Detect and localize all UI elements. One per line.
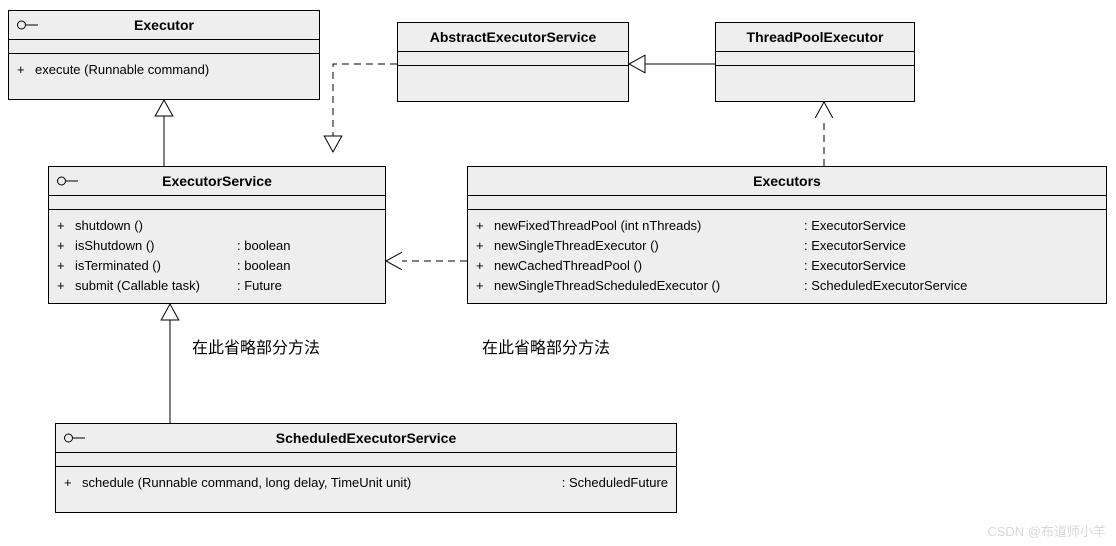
connector-execSvc-gen-exec [155,100,173,166]
method-signature: isShutdown () [75,236,237,256]
class-title-text: ScheduledExecutorService [276,430,457,446]
class-threadPoolExecutor: ThreadPoolExecutor [715,22,915,102]
method-signature: execute (Runnable command) [35,60,311,80]
method-signature: shutdown () [75,216,237,236]
method-row: +newSingleThreadExecutor (): ExecutorSer… [476,236,1098,256]
method-visibility: + [17,60,35,80]
class-attr-compartment [468,196,1106,210]
class-executors: Executors+newFixedThreadPool (int nThrea… [467,166,1107,304]
method-return: : ExecutorService [804,236,906,256]
method-signature: schedule (Runnable command, long delay, … [82,473,562,493]
method-row: +newSingleThreadScheduledExecutor (): Sc… [476,276,1098,296]
class-methods-compartment [716,66,914,94]
connector-sched-gen-execSvc [161,304,179,423]
class-title: AbstractExecutorService [398,23,628,52]
class-title-text: ExecutorService [162,173,272,189]
method-visibility: + [476,256,494,276]
method-signature: submit (Callable task) [75,276,237,296]
class-attr-compartment [9,40,319,54]
class-attr-compartment [716,52,914,66]
class-attr-compartment [49,196,385,210]
method-visibility: + [57,236,75,256]
method-row: +isTerminated (): boolean [57,256,377,276]
method-visibility: + [64,473,82,493]
method-visibility: + [57,276,75,296]
connector-executors-dep-tpe [815,102,833,166]
class-abstractExecutorService: AbstractExecutorService [397,22,629,102]
class-methods-compartment [398,66,628,94]
method-signature: isTerminated () [75,256,237,276]
connector-executors-dep-svc [386,252,467,270]
class-methods-compartment: +schedule (Runnable command, long delay,… [56,467,676,499]
class-methods-compartment: +execute (Runnable command) [9,54,319,86]
class-executor: Executor +execute (Runnable command) [8,10,320,100]
method-row: +schedule (Runnable command, long delay,… [64,473,668,493]
method-row: +submit (Callable task): Future [57,276,377,296]
method-row: +newFixedThreadPool (int nThreads): Exec… [476,216,1098,236]
class-title: Executor [9,11,319,40]
connector-abs-realize-execSvc [324,64,397,152]
method-visibility: + [476,276,494,296]
watermark-text: CSDN @布道师小羊 [987,521,1106,540]
interface-lollipop-icon [57,177,78,186]
method-return: : ExecutorService [804,256,906,276]
class-title-text: AbstractExecutorService [430,29,597,45]
class-executorService: ExecutorService+shutdown ()+isShutdown (… [48,166,386,304]
connector-tpe-gen-abs [629,55,715,73]
interface-lollipop-icon [17,21,38,30]
method-visibility: + [57,216,75,236]
note-note1: 在此省略部分方法 [192,334,320,358]
method-return: : ExecutorService [804,216,906,236]
method-return: : boolean [237,256,291,276]
method-return: : ScheduledExecutorService [804,276,967,296]
method-return: : boolean [237,236,291,256]
method-signature: newSingleThreadExecutor () [494,236,804,256]
method-row: +isShutdown (): boolean [57,236,377,256]
method-signature: newSingleThreadScheduledExecutor () [494,276,804,296]
class-attr-compartment [398,52,628,66]
method-signature: newFixedThreadPool (int nThreads) [494,216,804,236]
interface-lollipop-icon [64,434,85,443]
class-title: ExecutorService [49,167,385,196]
class-methods-compartment: +shutdown ()+isShutdown (): boolean+isTe… [49,210,385,303]
method-row: +execute (Runnable command) [17,60,311,80]
class-title-text: Executors [753,173,821,189]
method-visibility: + [476,236,494,256]
class-title-text: Executor [134,17,194,33]
class-title-text: ThreadPoolExecutor [747,29,884,45]
method-signature: newCachedThreadPool () [494,256,804,276]
class-scheduledExecutorService: ScheduledExecutorService +schedule (Runna… [55,423,677,513]
class-attr-compartment [56,453,676,467]
method-row: +shutdown () [57,216,377,236]
note-note2: 在此省略部分方法 [482,334,610,358]
class-title: ThreadPoolExecutor [716,23,914,52]
method-visibility: + [57,256,75,276]
class-title: Executors [468,167,1106,196]
class-title: ScheduledExecutorService [56,424,676,453]
method-row: +newCachedThreadPool (): ExecutorService [476,256,1098,276]
method-visibility: + [476,216,494,236]
class-methods-compartment: +newFixedThreadPool (int nThreads): Exec… [468,210,1106,303]
method-return: : Future [237,276,282,296]
method-return: : ScheduledFuture [562,473,668,493]
